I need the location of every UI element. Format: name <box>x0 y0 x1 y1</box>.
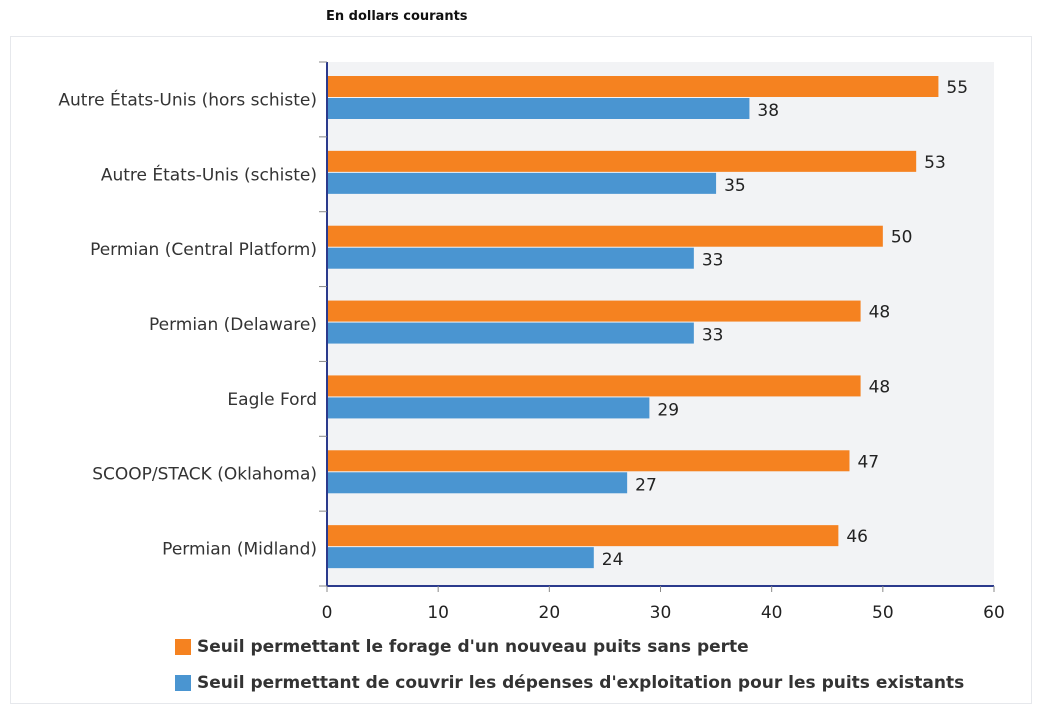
bar-new-well <box>327 300 861 322</box>
bar-new-well <box>327 525 839 547</box>
bar-new-well <box>327 225 883 247</box>
bar-existing-wells <box>327 98 750 119</box>
x-tick-label: 50 <box>872 603 894 623</box>
category-label: Autre États-Unis (schiste) <box>101 163 317 185</box>
x-tick-label: 60 <box>983 603 1005 623</box>
legend-item-existing-wells: Seuil permettant de couvrir les dépenses… <box>175 673 964 693</box>
bar-new-well <box>327 375 861 397</box>
data-label-existing-wells: 35 <box>724 176 746 196</box>
x-tick-label: 10 <box>427 603 449 623</box>
legend-swatch-blue <box>175 675 191 691</box>
data-label-new-well: 48 <box>869 303 891 323</box>
data-label-existing-wells: 29 <box>657 400 679 420</box>
data-label-existing-wells: 27 <box>635 475 657 495</box>
x-tick-label: 20 <box>539 603 561 623</box>
data-label-new-well: 53 <box>924 153 946 173</box>
legend-item-new-well: Seuil permettant le forage d'un nouveau … <box>175 637 749 657</box>
data-label-existing-wells: 33 <box>702 326 724 346</box>
bar-existing-wells <box>327 322 694 344</box>
bar-new-well <box>327 76 939 97</box>
bar-existing-wells <box>327 247 694 269</box>
category-label: Permian (Delaware) <box>149 315 317 335</box>
data-label-new-well: 46 <box>846 527 868 547</box>
x-tick-label: 0 <box>322 603 333 623</box>
bar-existing-wells <box>327 172 717 194</box>
bar-existing-wells <box>327 472 628 494</box>
legend-label-new-well: Seuil permettant le forage d'un nouveau … <box>197 637 749 657</box>
data-label-new-well: 48 <box>869 377 891 397</box>
bar-existing-wells <box>327 397 650 419</box>
data-label-new-well: 55 <box>946 78 968 98</box>
data-label-existing-wells: 38 <box>757 101 779 121</box>
category-label: SCOOP/STACK (Oklahoma) <box>92 465 317 485</box>
x-tick-label: 30 <box>650 603 672 623</box>
legend-label-existing-wells: Seuil permettant de couvrir les dépenses… <box>197 673 965 693</box>
data-label-existing-wells: 33 <box>702 251 724 271</box>
category-label: Permian (Central Platform) <box>90 240 317 260</box>
data-label-existing-wells: 24 <box>602 550 624 570</box>
unit-subtitle: En dollars courants <box>326 9 468 24</box>
bar-new-well <box>327 150 917 172</box>
data-label-new-well: 47 <box>857 452 879 472</box>
data-label-new-well: 50 <box>891 228 913 248</box>
bar-existing-wells <box>327 547 594 569</box>
bar-new-well <box>327 450 850 472</box>
x-tick-label: 40 <box>761 603 783 623</box>
legend-swatch-orange <box>175 639 191 655</box>
category-label: Permian (Midland) <box>162 540 317 560</box>
category-label: Eagle Ford <box>227 390 317 410</box>
category-label: Autre États-Unis (hors schiste) <box>58 88 317 110</box>
